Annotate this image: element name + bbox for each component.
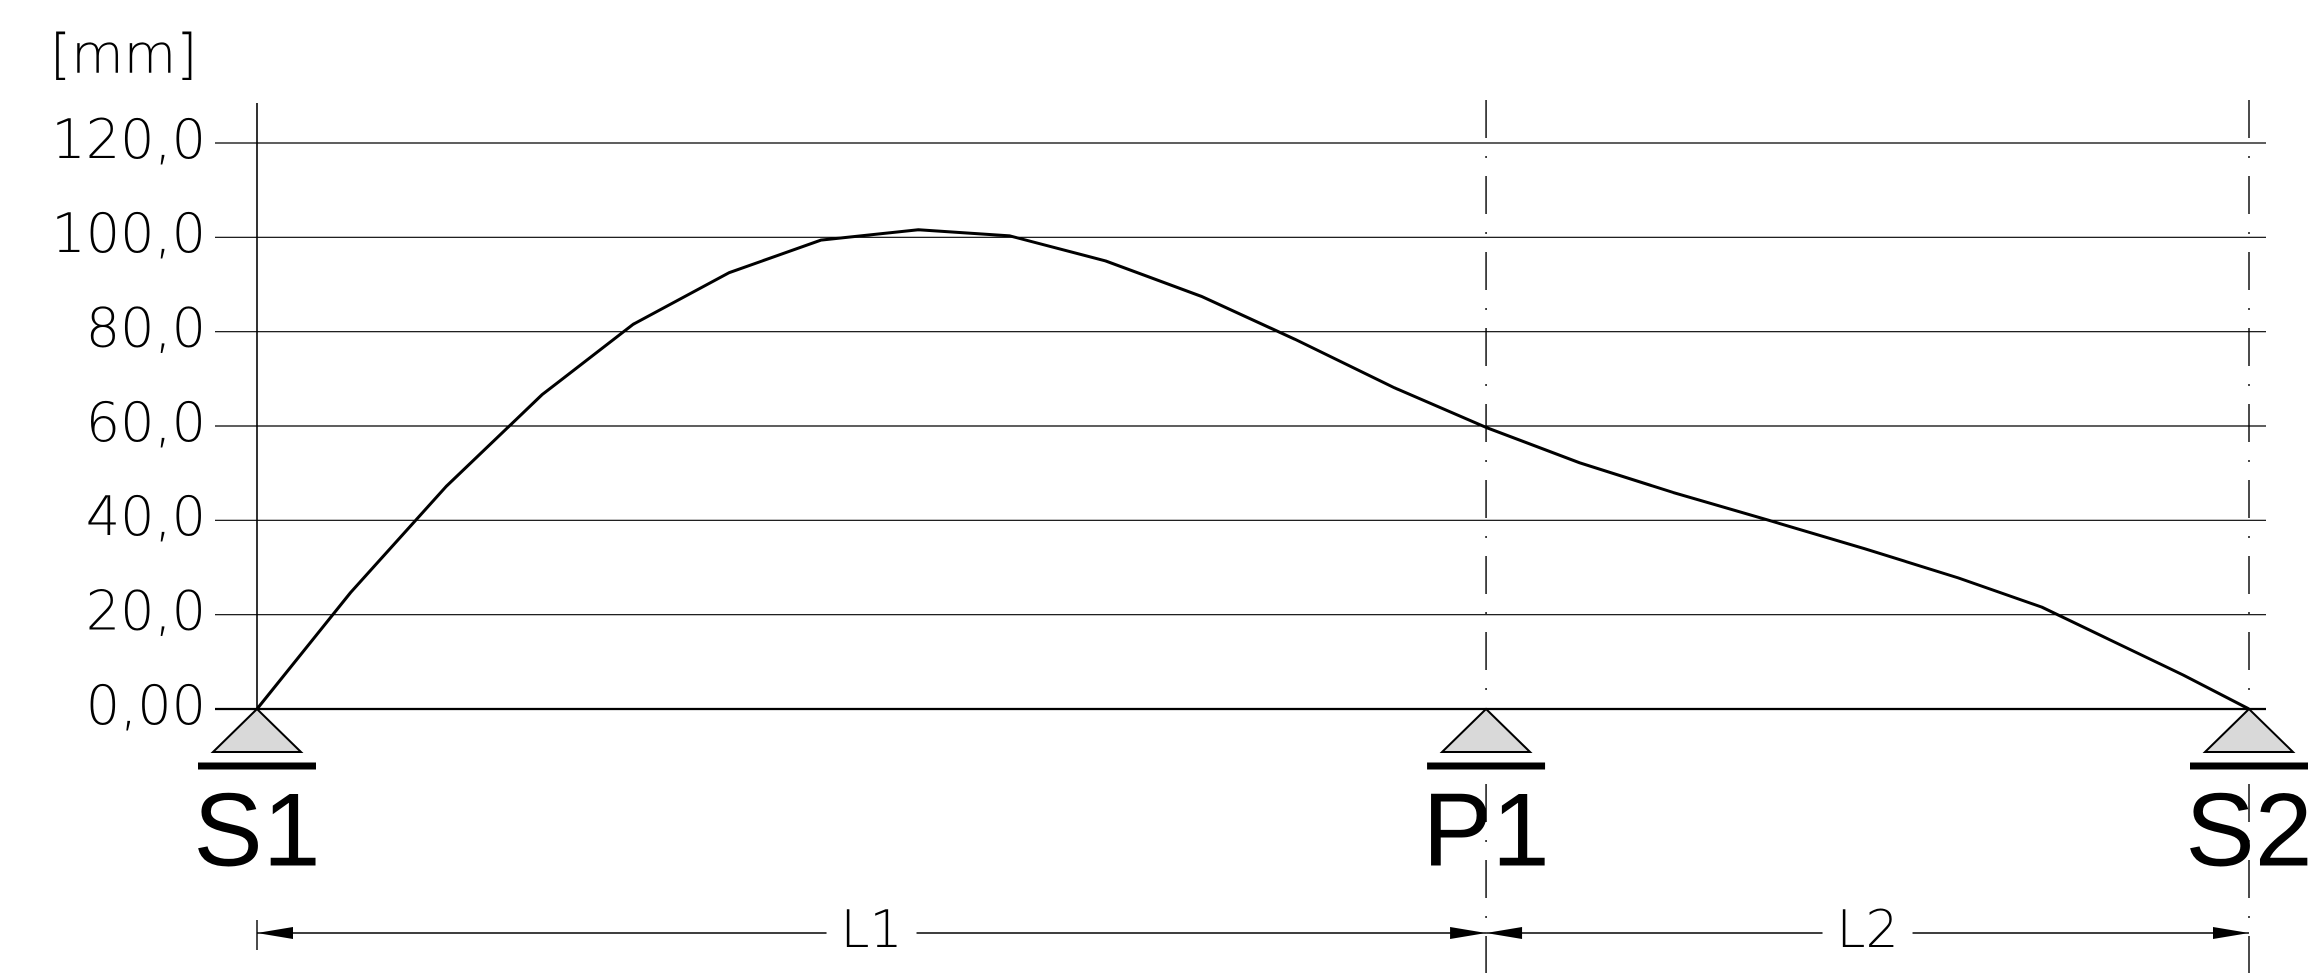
span-label: L2 — [1837, 900, 1899, 960]
y-tick-label: 60,0 — [86, 391, 206, 454]
support — [1439, 707, 1533, 753]
y-tick-label: 0,00 — [86, 674, 206, 737]
y-unit: [mm] — [50, 23, 197, 86]
deflection-line — [255, 228, 2250, 711]
y-tick-label: 40,0 — [86, 485, 206, 548]
y-tick-label: 80,0 — [86, 296, 206, 359]
dim-arrow — [2213, 927, 2249, 939]
support-label: S2 — [2185, 772, 2312, 888]
span-label: L1 — [841, 900, 903, 960]
dim-arrow — [1486, 927, 1523, 939]
y-tick-label: 120,0 — [51, 108, 206, 171]
y-tick-label: 20,0 — [86, 579, 206, 642]
dim-arrow — [257, 927, 293, 939]
support — [2202, 707, 2296, 753]
y-tick-label: 100,0 — [51, 202, 206, 265]
dim-arrow — [1450, 927, 1487, 939]
support-label: P1 — [1422, 772, 1549, 888]
support — [210, 707, 304, 753]
support-label: S1 — [193, 772, 320, 888]
